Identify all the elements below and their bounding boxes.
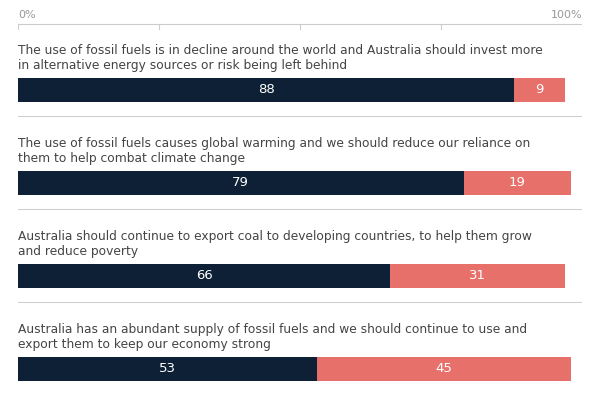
Text: 100%: 100% bbox=[550, 10, 582, 20]
Text: 9: 9 bbox=[536, 83, 544, 96]
Bar bbox=[514, 78, 565, 102]
Text: 53: 53 bbox=[159, 362, 176, 375]
Text: The use of fossil fuels is in decline around the world and Australia should inve: The use of fossil fuels is in decline ar… bbox=[18, 44, 543, 72]
Text: Australia has an abundant supply of fossil fuels and we should continue to use a: Australia has an abundant supply of foss… bbox=[18, 323, 527, 351]
Text: 45: 45 bbox=[436, 362, 452, 375]
Text: 19: 19 bbox=[509, 176, 526, 189]
Text: 0%: 0% bbox=[18, 10, 35, 20]
Bar bbox=[18, 78, 514, 102]
Bar bbox=[18, 264, 390, 288]
Text: 31: 31 bbox=[469, 269, 486, 282]
Text: The use of fossil fuels causes global warming and we should reduce our reliance : The use of fossil fuels causes global wa… bbox=[18, 137, 530, 165]
Text: 88: 88 bbox=[258, 83, 275, 96]
Bar bbox=[464, 171, 571, 195]
Bar bbox=[18, 357, 317, 381]
Bar bbox=[317, 357, 571, 381]
Bar bbox=[18, 171, 464, 195]
Text: 79: 79 bbox=[232, 176, 249, 189]
Text: Australia should continue to export coal to developing countries, to help them g: Australia should continue to export coal… bbox=[18, 230, 532, 258]
Text: 66: 66 bbox=[196, 269, 212, 282]
Bar bbox=[390, 264, 565, 288]
